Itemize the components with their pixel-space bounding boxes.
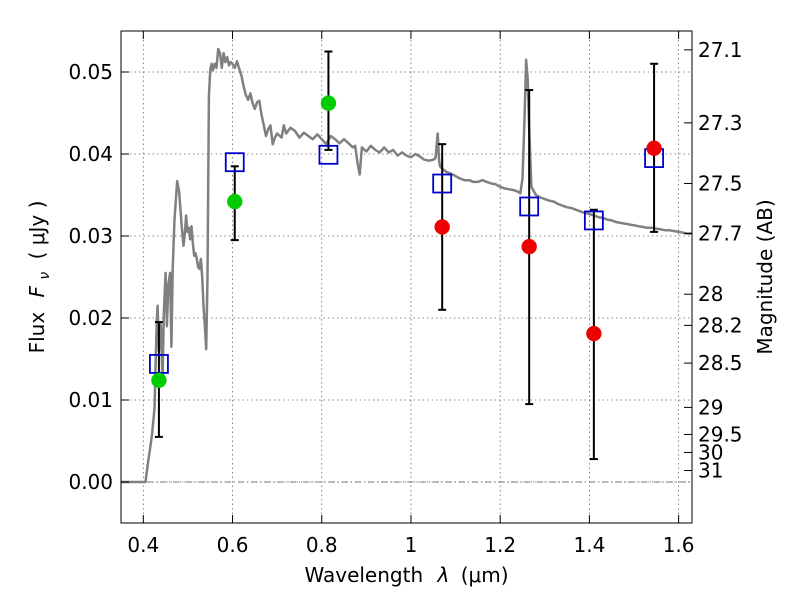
x-axis-label-text: Wavelength xyxy=(304,563,423,587)
y2-tick-label: 30 xyxy=(698,440,723,464)
y2-tick-label: 29.5 xyxy=(698,422,743,446)
grid-lines xyxy=(121,31,692,523)
detection-point xyxy=(151,372,167,389)
model-square-marker xyxy=(583,210,604,231)
detection-point xyxy=(227,193,243,210)
model-square-marker xyxy=(519,196,540,217)
x-axis-label-symbol: λ xyxy=(437,563,450,587)
y2-tick-label: 27.7 xyxy=(698,222,743,246)
y-axis-label-text: Flux xyxy=(25,312,49,354)
spectrum-line-group xyxy=(121,47,692,484)
y2-tick-label: 27.1 xyxy=(698,38,743,62)
y-axis-label: Flux F ν ( μJy ) xyxy=(25,201,54,354)
model-square-marker xyxy=(224,152,245,173)
model-square-marker xyxy=(432,173,453,194)
y-axis-label-symbol: F xyxy=(25,285,49,297)
error-bars xyxy=(154,50,659,461)
nondetection-point xyxy=(434,219,450,235)
x-tick-label: 1 xyxy=(405,533,418,557)
x-tick-label: 0.8 xyxy=(306,533,338,557)
y-tick-label: 0.01 xyxy=(68,388,113,412)
y-tick-label: 0.02 xyxy=(68,306,113,330)
y-axis-ticks: 0.00 0.01 0.02 0.03 0.04 0.05 xyxy=(68,60,129,494)
y2-tick-label: 27.5 xyxy=(698,172,743,196)
x-axis-label: Wavelength λ (μm) xyxy=(304,563,508,587)
y2-tick-label: 28.2 xyxy=(698,313,743,337)
y-tick-label: 0.05 xyxy=(68,60,113,84)
x-axis-ticks: 0.4 0.6 0.8 1 1.2 1.4 1.6 xyxy=(127,31,695,557)
plot-frame xyxy=(120,30,693,524)
y-tick-label: 0.03 xyxy=(68,224,113,248)
x-tick-label: 1.6 xyxy=(663,533,695,557)
x-tick-label: 1.4 xyxy=(573,533,605,557)
y2-axis-label: Magnitude (AB) xyxy=(753,199,777,354)
x-tick-label: 0.6 xyxy=(217,533,249,557)
nondetection-point xyxy=(646,140,662,157)
y2-tick-label: 29 xyxy=(698,395,723,419)
x-tick-label: 1.2 xyxy=(484,533,516,557)
spectrum-line xyxy=(121,47,692,484)
x-axis-label-unit: (μm) xyxy=(461,563,509,587)
y2-tick-label: 28.5 xyxy=(698,351,743,375)
nondetection-point xyxy=(586,325,602,342)
y2-tick-label: 28 xyxy=(698,282,723,306)
y2-tick-label: 31 xyxy=(698,459,723,483)
y-axis-label-subscript: ν xyxy=(37,272,53,280)
y-tick-label: 0.04 xyxy=(68,142,113,166)
y-axis-label-unit: ( μJy ) xyxy=(25,201,49,260)
y-tick-label: 0.00 xyxy=(68,470,113,494)
nondetection-point xyxy=(521,238,537,255)
detection-point xyxy=(320,95,337,111)
observed-points xyxy=(151,95,662,389)
x-tick-label: 0.4 xyxy=(127,533,159,557)
model-squares xyxy=(149,144,664,374)
model-square-marker xyxy=(318,144,339,165)
y2-tick-label: 27.3 xyxy=(698,111,743,135)
